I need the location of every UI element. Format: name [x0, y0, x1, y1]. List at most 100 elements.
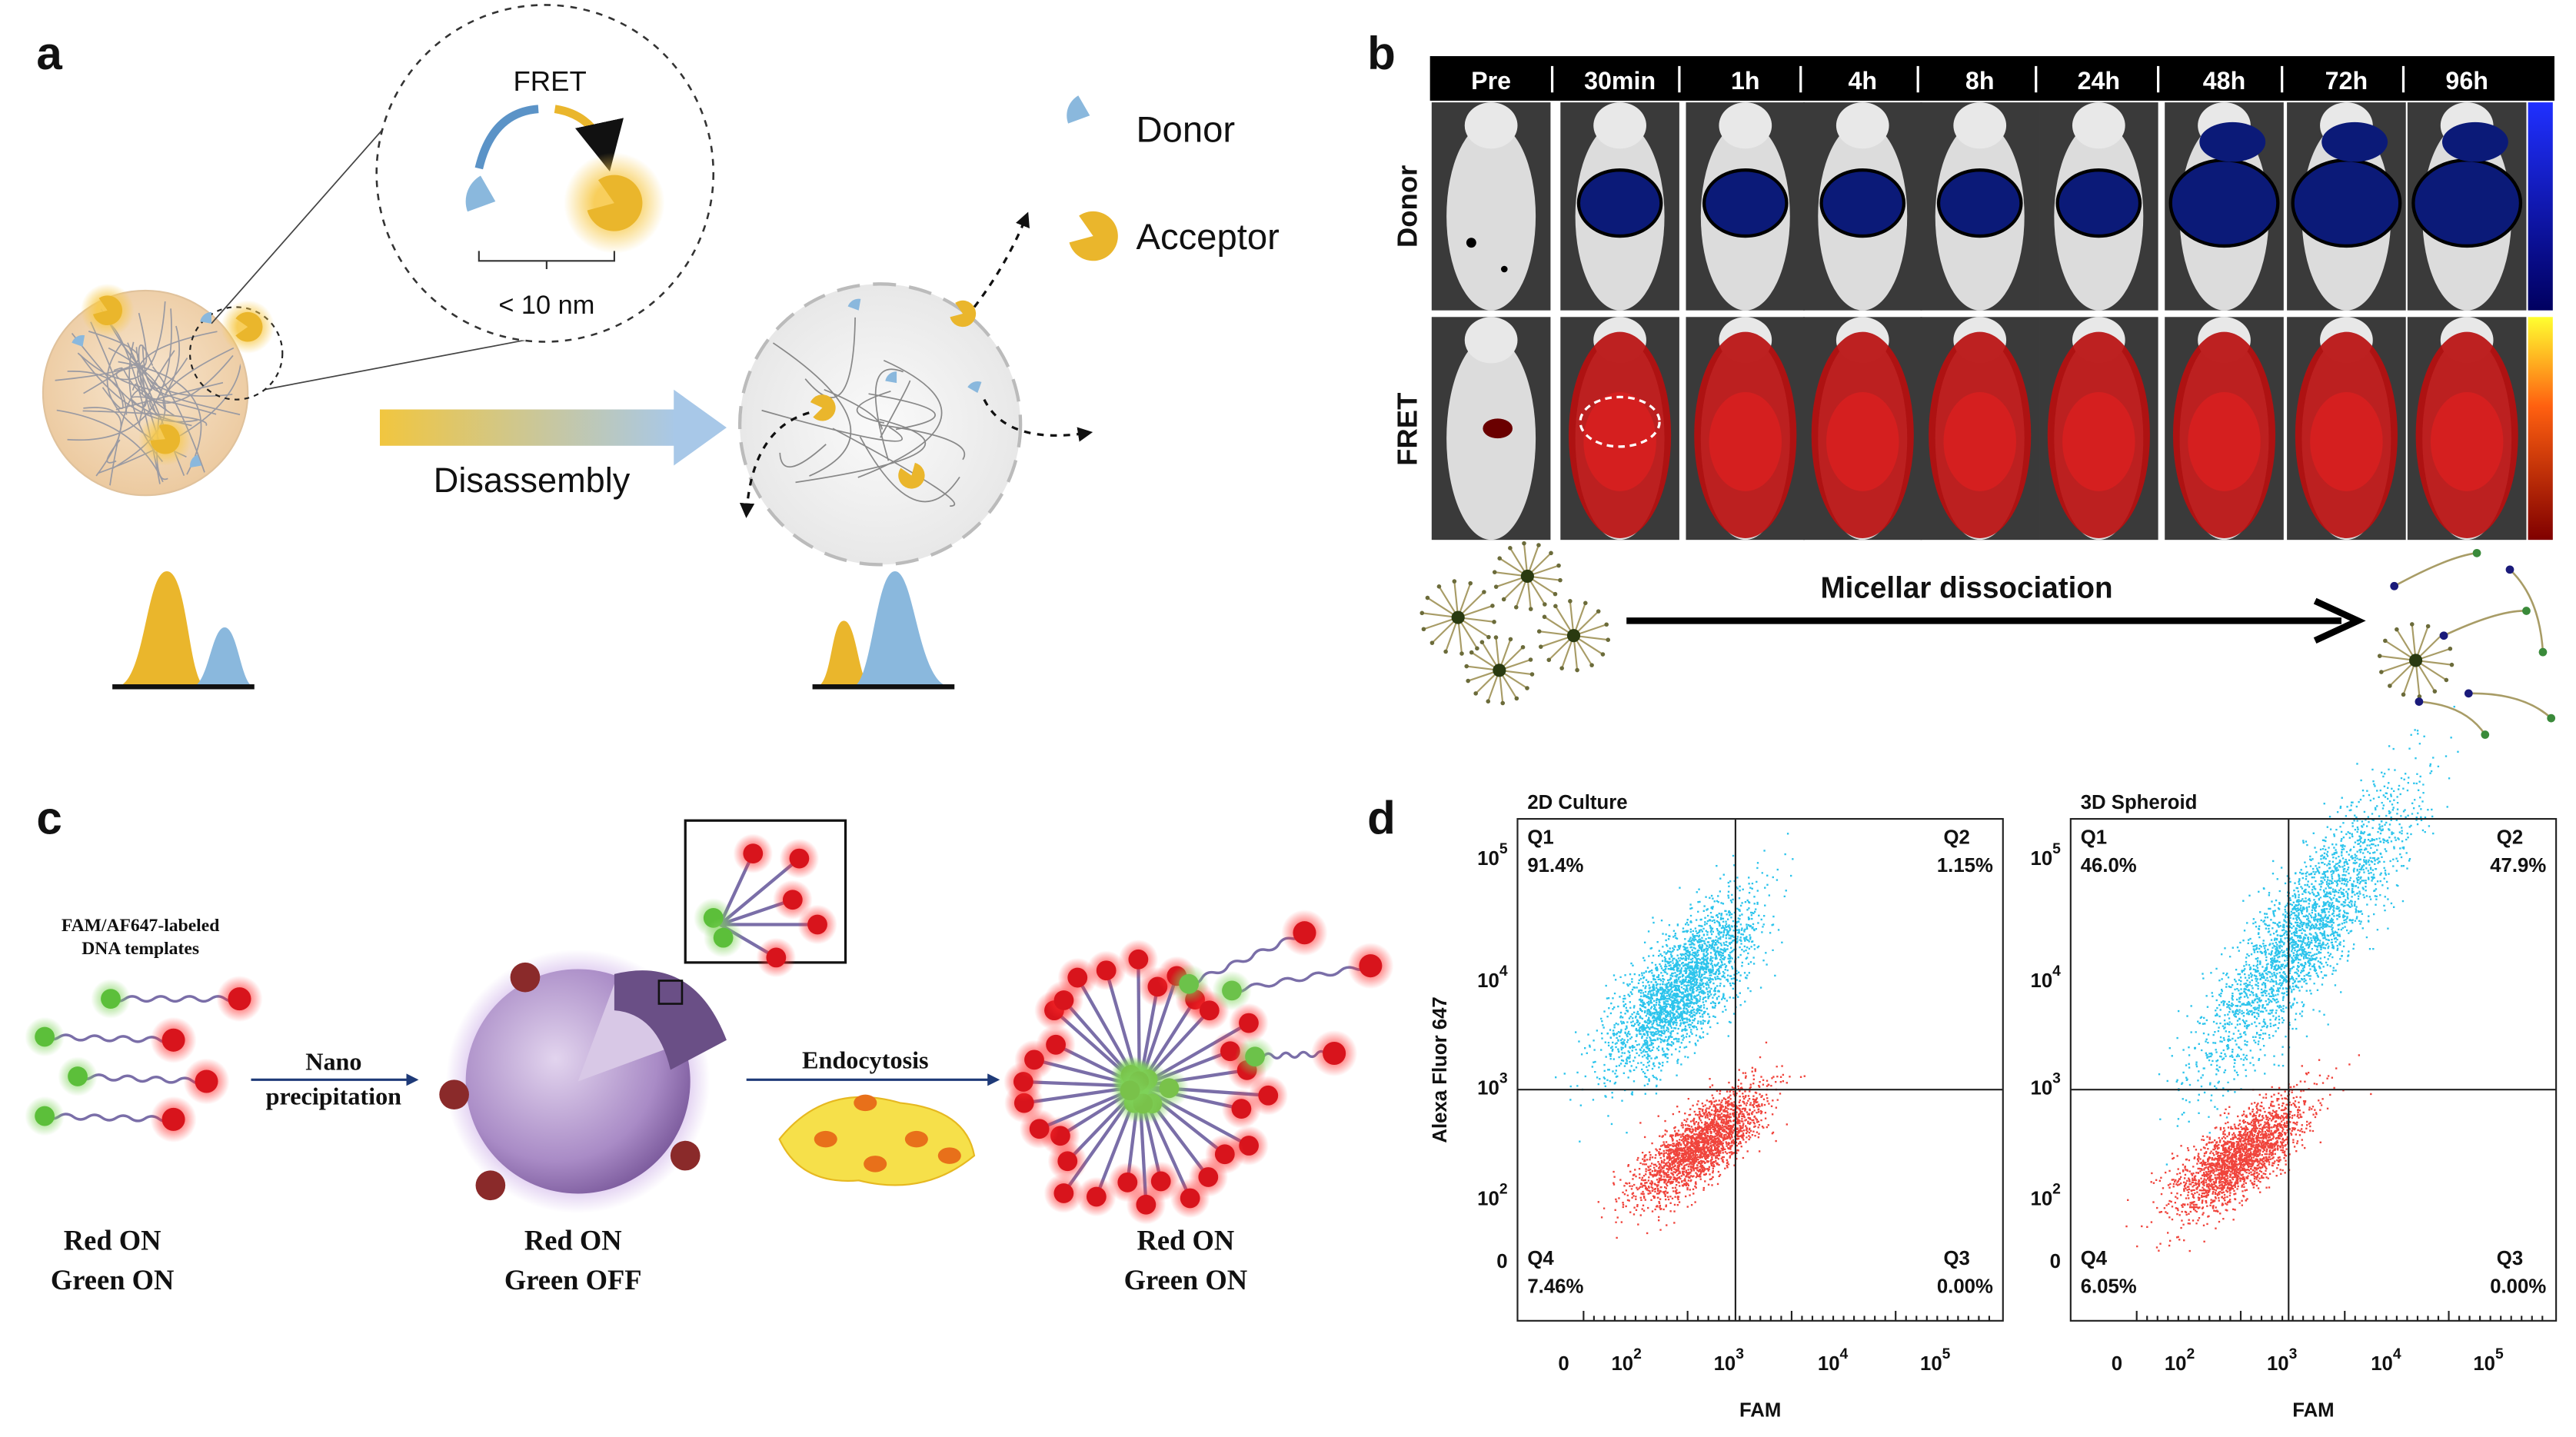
tick-exp: 3 [1499, 1071, 1508, 1087]
quadrant-value: 6.05% [2081, 1276, 2137, 1297]
release-arrow [739, 411, 810, 518]
tick-base: 10 [2473, 1353, 2495, 1375]
mouse-head [2072, 102, 2125, 149]
donor-signal [1576, 168, 1663, 238]
dye [101, 989, 121, 1009]
quadrant-value: 47.9% [2490, 855, 2546, 877]
quadrant-value: 0.00% [2490, 1276, 2546, 1297]
panel-d: d 2D Culture Q1 91.4% Q2 1.15% Q4 7.46% Q3 0.00%… [1367, 705, 2558, 1421]
row-label: FRET [1391, 393, 1423, 466]
tick-label: 103 [1714, 1346, 1745, 1375]
state-red: Red ON [64, 1224, 161, 1256]
donor [190, 454, 202, 468]
zoom-region [188, 306, 284, 401]
quadrant-name: Q4 [1527, 1248, 1554, 1269]
chain-dye [2538, 647, 2548, 657]
dye-aggregate [510, 962, 541, 993]
micelle-end [2448, 646, 2453, 651]
dye [782, 890, 803, 910]
dye [1057, 1151, 1078, 1172]
event-cloud [1597, 1041, 1806, 1239]
panel-label: b [1367, 28, 1396, 79]
chain-dye [2390, 581, 2399, 590]
fiber [106, 439, 121, 464]
polymer-chain [2509, 568, 2544, 653]
micelle-end [1514, 696, 1519, 701]
micelle-end [1520, 644, 1526, 650]
fret-signal [1709, 391, 1782, 491]
micelle-end [1429, 640, 1435, 645]
micelle-end [1522, 541, 1526, 546]
dye [1179, 973, 1200, 994]
step-label: Endocytosis [802, 1046, 929, 1073]
fiber [874, 368, 904, 461]
micelle-end [1589, 663, 1594, 667]
micelle-end [1468, 580, 1473, 586]
fiber [165, 325, 181, 394]
color-bar [2528, 102, 2553, 311]
micelle-end [2432, 689, 2438, 694]
quadrant-name: Q2 [2497, 827, 2523, 848]
time-label: 24h [2078, 67, 2120, 95]
fret-signal [1583, 391, 1656, 491]
quadrant-name: Q4 [2081, 1248, 2108, 1269]
tick-label: 102 [1477, 1181, 1507, 1209]
fret-signal [2062, 391, 2135, 491]
micelle-core [2409, 654, 2423, 667]
quadrant-name: Q3 [1943, 1248, 1969, 1269]
signal [1466, 238, 1476, 248]
quadrant-value: 0.00% [1937, 1276, 1993, 1297]
dye [1180, 1188, 1200, 1209]
micelle-end [1490, 604, 1495, 608]
acceptor [1069, 211, 1118, 261]
fiber [824, 388, 884, 430]
tick-label: 104 [1818, 1346, 1849, 1375]
dye [1136, 1194, 1157, 1215]
fiber [149, 384, 241, 416]
chain-dye [2439, 631, 2448, 640]
micelle-end [1604, 622, 1609, 627]
tick-label: 0 [1558, 1353, 1569, 1375]
bracket [478, 251, 615, 270]
step-label: Nano [305, 1047, 361, 1075]
nucleus [864, 1156, 887, 1173]
quadrant-name: Q1 [1527, 827, 1553, 848]
acceptor [587, 175, 643, 231]
fiber [880, 380, 911, 438]
tick-base: 10 [1477, 1078, 1499, 1099]
micelle-end [1549, 551, 1553, 556]
donor-signal [1936, 168, 2023, 238]
dye [1214, 1144, 1235, 1165]
tick-exp: 4 [1840, 1346, 1849, 1362]
micelle-end [2444, 677, 2449, 683]
dye [1053, 1183, 1074, 1203]
acceptor [93, 295, 123, 326]
plot-title: 2D Culture [1527, 792, 1627, 813]
quadrant-name: Q1 [2081, 827, 2107, 848]
polymer-chain [2468, 692, 2552, 720]
acceptor [150, 424, 181, 454]
fiber [131, 383, 141, 391]
event-cloud [2125, 1054, 2372, 1252]
dye [35, 1026, 55, 1047]
tick-base: 10 [2031, 848, 2053, 870]
fiber [77, 301, 166, 381]
micelle-end [1546, 657, 1552, 663]
fiber [56, 409, 164, 483]
tick-label: 0 [2050, 1251, 2061, 1272]
micelle-end [1482, 590, 1486, 594]
micelle-end [1536, 543, 1541, 547]
micelle-end [1542, 614, 1547, 620]
donor [465, 175, 496, 212]
tick-base: 10 [1818, 1353, 1840, 1375]
quadrant-value: 91.4% [1527, 855, 1583, 877]
micelle-end [1493, 584, 1499, 589]
tick-base: 10 [2371, 1353, 2393, 1375]
tick-base: 10 [1477, 970, 1499, 992]
micelle-end [2377, 654, 2382, 658]
tick-label: 0 [2112, 1353, 2122, 1375]
micelle-end [2449, 662, 2455, 667]
micelle-end [1425, 595, 1430, 600]
fret-signal [2310, 391, 2383, 491]
